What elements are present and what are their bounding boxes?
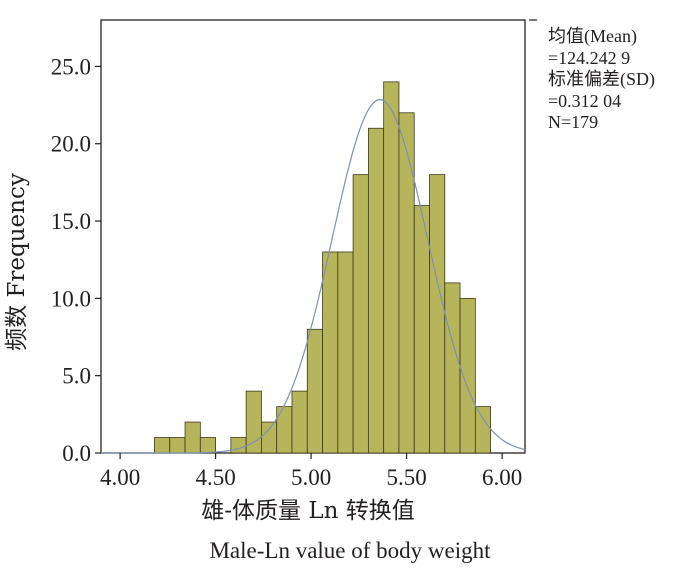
y-axis-label: 频数 Frequency bbox=[4, 173, 30, 351]
histogram-bar bbox=[306, 328, 323, 454]
mean-value: =124.242 9 bbox=[548, 47, 631, 68]
x-tick-label: 5.50 bbox=[386, 465, 426, 490]
histogram-bar bbox=[413, 205, 430, 454]
y-tick-label: 15.0 bbox=[51, 209, 91, 234]
histogram-bar bbox=[276, 406, 293, 454]
y-axis-ticks: 0.0 5.0 10.0 15.0 20.0 25.0 bbox=[51, 54, 101, 466]
histogram-bar bbox=[337, 251, 354, 454]
sd-value: =0.312 04 bbox=[548, 90, 622, 111]
x-tick-label: 6.00 bbox=[482, 465, 522, 490]
y-tick-label: 25.0 bbox=[51, 54, 91, 79]
histogram-bars bbox=[154, 81, 492, 454]
histogram-bar bbox=[352, 174, 369, 454]
x-tick-label: 4.00 bbox=[100, 465, 140, 490]
histogram-bar bbox=[429, 174, 446, 454]
mean-label: 均值(Mean) bbox=[548, 26, 637, 46]
histogram-bar bbox=[199, 437, 217, 454]
histogram-bar bbox=[154, 437, 171, 454]
histogram-bar bbox=[474, 406, 492, 454]
normal-curve bbox=[101, 99, 526, 454]
x-tick-label: 5.00 bbox=[291, 465, 331, 490]
histogram-bar bbox=[398, 112, 415, 454]
statistics-legend: 均值(Mean) =124.242 9 标准偏差(SD) =0.312 04 N… bbox=[548, 26, 655, 134]
y-tick-label: 5.0 bbox=[62, 364, 91, 389]
histogram-bar bbox=[261, 421, 278, 454]
sample-size: N=179 bbox=[548, 112, 599, 132]
y-tick-label: 20.0 bbox=[51, 132, 91, 157]
histogram-bar bbox=[322, 251, 339, 454]
x-axis-ticks: 4.00 4.50 5.00 5.50 6.00 bbox=[100, 453, 522, 490]
x-axis-label: 雄-体质量 Ln 转换值 bbox=[201, 498, 414, 524]
sd-label: 标准偏差(SD) bbox=[548, 69, 655, 89]
histogram-bar bbox=[169, 437, 186, 454]
histogram-bar bbox=[184, 421, 201, 454]
y-tick-label: 10.0 bbox=[51, 286, 91, 311]
x-tick-label: 4.50 bbox=[195, 465, 235, 490]
histogram-bar bbox=[291, 390, 308, 454]
histogram-bar bbox=[459, 297, 476, 454]
histogram-bar bbox=[245, 390, 262, 454]
histogram-bar bbox=[383, 81, 400, 454]
histogram-bar bbox=[367, 127, 385, 454]
figure-caption: Male-Ln value of body weight bbox=[209, 538, 491, 563]
histogram-bar bbox=[444, 282, 461, 454]
histogram-bar bbox=[230, 437, 247, 454]
y-tick-label: 0.0 bbox=[62, 441, 91, 466]
